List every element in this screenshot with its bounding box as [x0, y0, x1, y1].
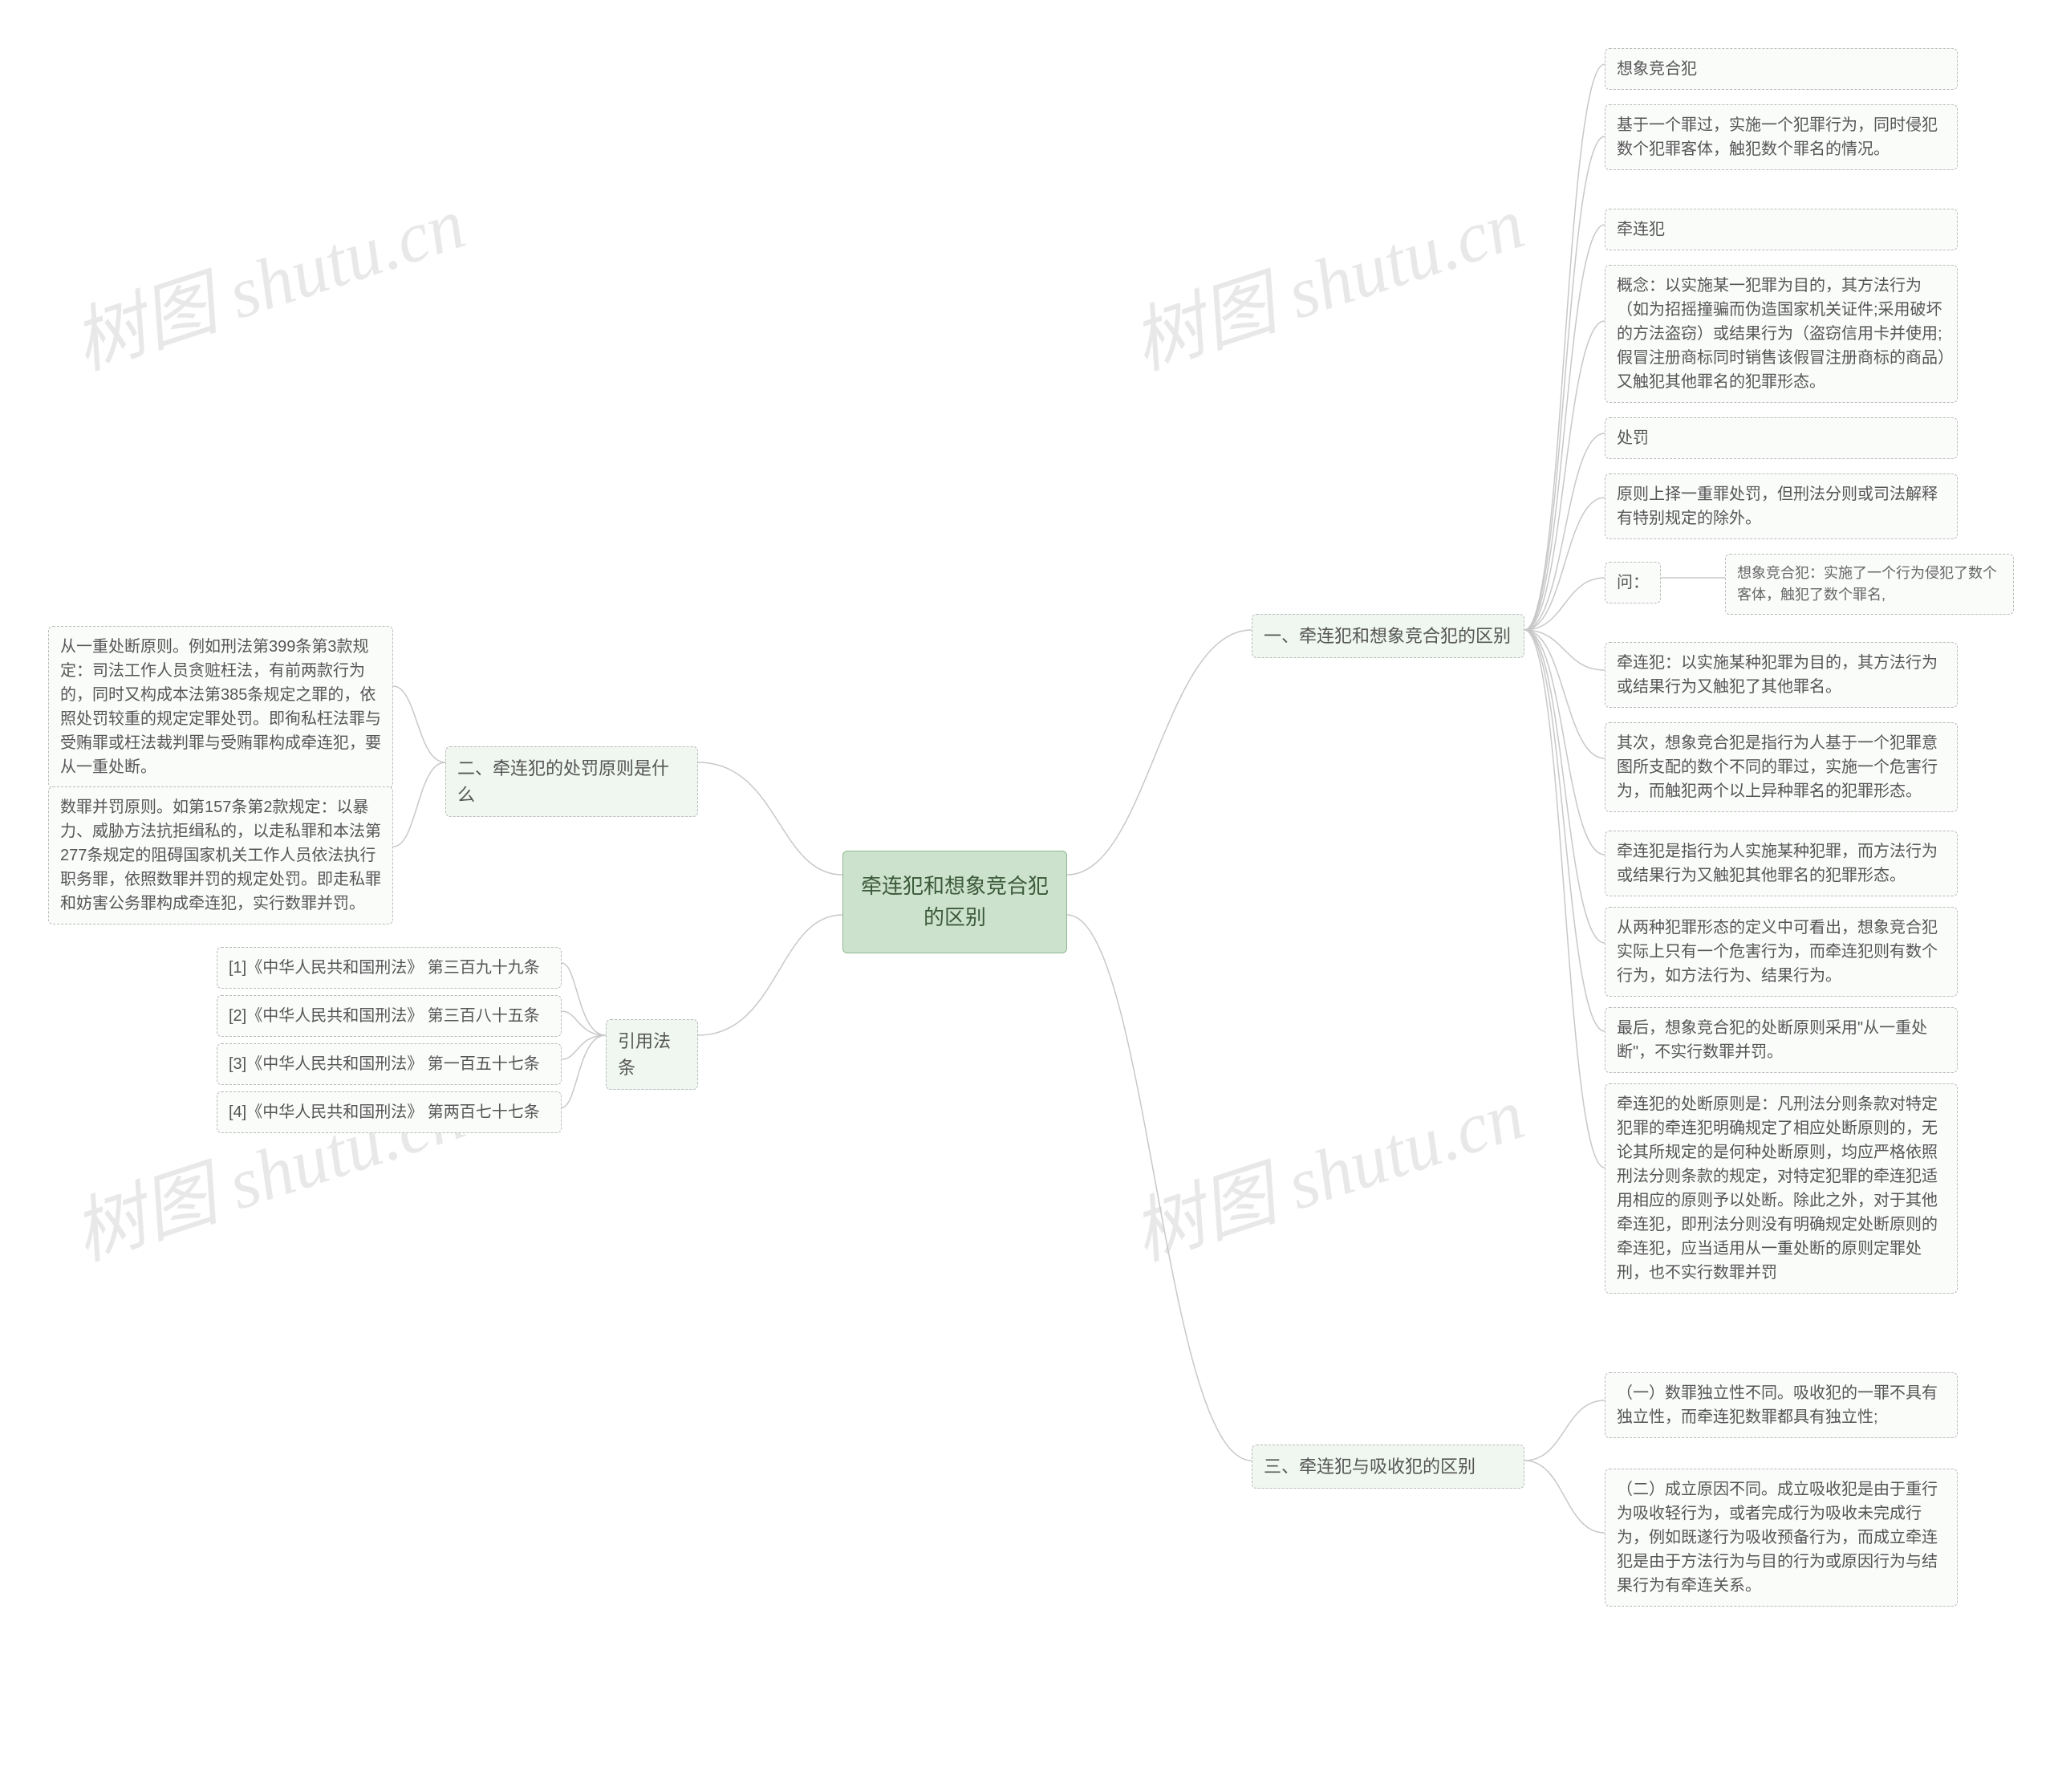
b1-c12: 最后，想象竞合犯的处断原则采用"从一重处断"，不实行数罪并罚。: [1605, 1007, 1958, 1073]
branch-3: 三、牵连犯与吸收犯的区别: [1252, 1445, 1524, 1489]
b1-c4: 概念：以实施某一犯罪为目的，其方法行为（如为招摇撞骗而伪造国家机关证件;采用破坏…: [1605, 265, 1958, 403]
watermark: 树图 shutu.cn: [58, 165, 475, 389]
law-c3: [3]《中华人民共和国刑法》 第一百五十七条: [217, 1043, 562, 1085]
b3-c1: （一）数罪独立性不同。吸收犯的一罪不具有独立性，而牵连犯数罪都具有独立性;: [1605, 1372, 1958, 1438]
watermark: 树图 shutu.cn: [1117, 1055, 1534, 1280]
b1-c2: 基于一个罪过，实施一个犯罪行为，同时侵犯数个犯罪客体，触犯数个罪名的情况。: [1605, 104, 1958, 170]
b1-c9: 其次，想象竞合犯是指行为人基于一个犯罪意图所支配的数个不同的罪过，实施一个危害行…: [1605, 722, 1958, 812]
b1-c1: 想象竞合犯: [1605, 48, 1958, 90]
b1-c6: 原则上择一重罪处罚，但刑法分则或司法解释有特别规定的除外。: [1605, 473, 1958, 539]
b1-c7b: 想象竞合犯：实施了一个行为侵犯了数个客体，触犯了数个罪名,: [1725, 554, 2014, 615]
b2-c2: 数罪并罚原则。如第157条第2款规定：以暴力、威胁方法抗拒缉私的，以走私罪和本法…: [48, 786, 393, 924]
law-c2: [2]《中华人民共和国刑法》 第三百八十五条: [217, 995, 562, 1037]
b1-c7a: 问：: [1605, 562, 1661, 603]
b1-c11: 从两种犯罪形态的定义中可看出，想象竞合犯实际上只有一个危害行为，而牵连犯则有数个…: [1605, 907, 1958, 997]
law-c4: [4]《中华人民共和国刑法》 第两百七十七条: [217, 1091, 562, 1133]
law-c1: [1]《中华人民共和国刑法》 第三百九十九条: [217, 947, 562, 989]
root-node: 牵连犯和想象竞合犯的区别: [842, 851, 1067, 953]
branch-2: 二、牵连犯的处罚原则是什么: [445, 746, 698, 817]
watermark: 树图 shutu.cn: [1117, 165, 1534, 389]
b1-c5: 处罚: [1605, 417, 1958, 459]
watermark: 树图 shutu.cn: [58, 1055, 475, 1280]
b1-c13: 牵连犯的处断原则是：凡刑法分则条款对特定犯罪的牵连犯明确规定了相应处断原则的，无…: [1605, 1083, 1958, 1294]
branch-law: 引用法条: [606, 1019, 698, 1090]
branch-1: 一、牵连犯和想象竞合犯的区别: [1252, 614, 1524, 658]
b1-c10: 牵连犯是指行为人实施某种犯罪，而方法行为或结果行为又触犯其他罪名的犯罪形态。: [1605, 831, 1958, 896]
b1-c8: 牵连犯：以实施某种犯罪为目的，其方法行为或结果行为又触犯了其他罪名。: [1605, 642, 1958, 708]
b1-c3: 牵连犯: [1605, 209, 1958, 250]
b3-c2: （二）成立原因不同。成立吸收犯是由于重行为吸收轻行为，或者完成行为吸收未完成行为…: [1605, 1469, 1958, 1607]
b2-c1: 从一重处断原则。例如刑法第399条第3款规定：司法工作人员贪赃枉法，有前两款行为…: [48, 626, 393, 788]
